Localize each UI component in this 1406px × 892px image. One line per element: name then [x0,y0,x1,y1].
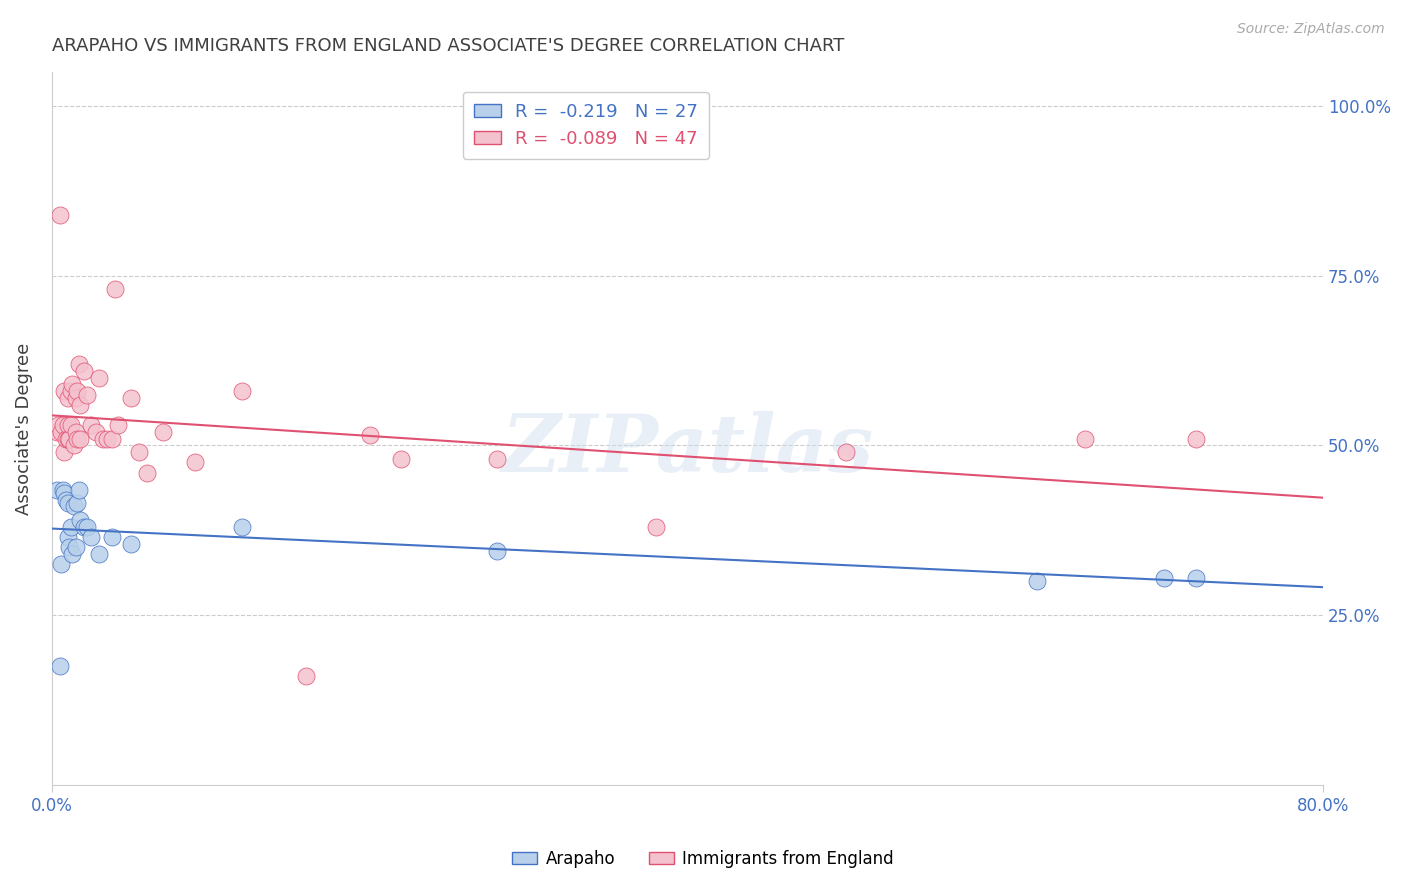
Point [56,418,79,433]
Point [51,557,73,571]
Point [835,445,858,459]
Point [152,425,174,439]
Point [295,669,318,683]
Legend: R =  -0.219   N = 27, R =  -0.089   N = 47: R = -0.219 N = 27, R = -0.089 N = 47 [463,92,709,159]
Point [120,391,142,405]
Point [63,500,86,514]
Point [72,520,94,534]
Point [89,547,111,561]
Point [56,391,79,405]
Text: ZIPatlas: ZIPatlas [502,411,873,489]
Point [1026,574,1049,589]
Point [128,445,150,459]
Point [69,432,91,446]
Point [80,530,103,544]
Point [59,418,82,433]
Point [1074,432,1097,446]
Point [58,432,80,446]
Point [65,425,87,439]
Point [120,537,142,551]
Point [485,543,508,558]
Point [52,483,75,497]
Point [136,466,159,480]
Point [56,496,79,510]
Point [89,370,111,384]
Point [62,547,84,561]
Point [53,384,76,398]
Point [48,659,70,673]
Point [48,208,70,222]
Point [84,425,107,439]
Point [67,483,90,497]
Point [45,483,67,497]
Point [644,520,666,534]
Point [53,486,76,500]
Point [45,425,67,439]
Point [101,530,124,544]
Point [66,432,89,446]
Point [53,445,76,459]
Point [56,530,79,544]
Point [76,520,98,534]
Point [65,391,87,405]
Point [104,282,127,296]
Point [66,384,89,398]
Point [67,357,90,371]
Point [231,520,253,534]
Point [59,384,82,398]
Text: ARAPAHO VS IMMIGRANTS FROM ENGLAND ASSOCIATE'S DEGREE CORRELATION CHART: ARAPAHO VS IMMIGRANTS FROM ENGLAND ASSOC… [52,37,844,55]
Point [96,432,118,446]
Point [65,540,87,554]
Point [66,496,89,510]
Y-axis label: Associate's Degree: Associate's Degree [15,343,32,515]
Legend: Arapaho, Immigrants from England: Arapaho, Immigrants from England [506,844,900,875]
Point [58,540,80,554]
Point [55,432,77,446]
Point [359,428,381,442]
Point [1185,432,1208,446]
Point [46,418,69,433]
Point [52,418,75,433]
Point [80,418,103,433]
Point [51,425,73,439]
Point [101,432,124,446]
Point [69,513,91,527]
Point [56,432,79,446]
Point [485,452,508,467]
Point [62,377,84,392]
Point [55,492,77,507]
Point [1153,571,1175,585]
Point [1185,571,1208,585]
Point [107,418,129,433]
Point [91,432,114,446]
Point [59,520,82,534]
Point [76,387,98,401]
Point [72,364,94,378]
Point [69,398,91,412]
Text: Source: ZipAtlas.com: Source: ZipAtlas.com [1237,22,1385,37]
Point [389,452,412,467]
Point [63,438,86,452]
Point [184,455,207,469]
Point [231,384,253,398]
